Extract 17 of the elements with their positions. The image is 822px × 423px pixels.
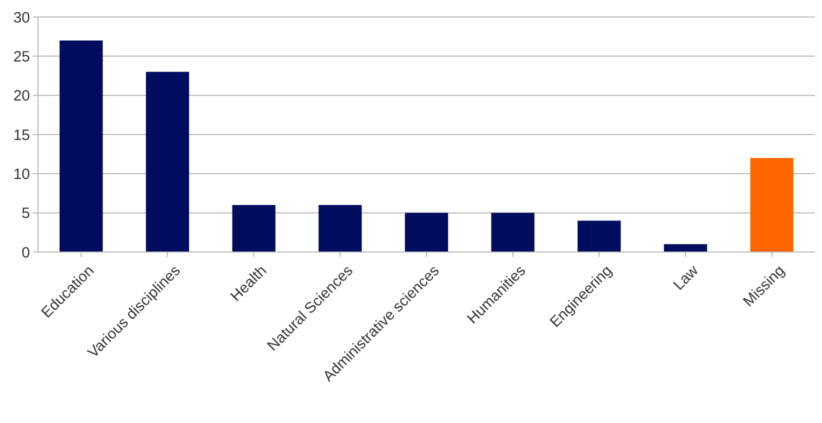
bar [232, 205, 276, 252]
x-tick-label: Law [670, 262, 702, 294]
y-tick-label: 15 [13, 126, 30, 144]
bar [491, 212, 534, 252]
bar [146, 72, 190, 252]
bar [664, 244, 708, 252]
bar [578, 220, 621, 252]
bar [60, 40, 103, 252]
bar [318, 205, 362, 252]
y-tick-label: 5 [22, 205, 30, 222]
y-tick-label: 0 [22, 244, 30, 262]
bar [750, 158, 794, 252]
y-tick-label: 20 [13, 88, 30, 105]
y-tick-label: 25 [13, 48, 30, 66]
y-tick-label: 10 [13, 166, 30, 183]
bar [404, 212, 448, 252]
y-tick-label: 30 [13, 9, 30, 26]
